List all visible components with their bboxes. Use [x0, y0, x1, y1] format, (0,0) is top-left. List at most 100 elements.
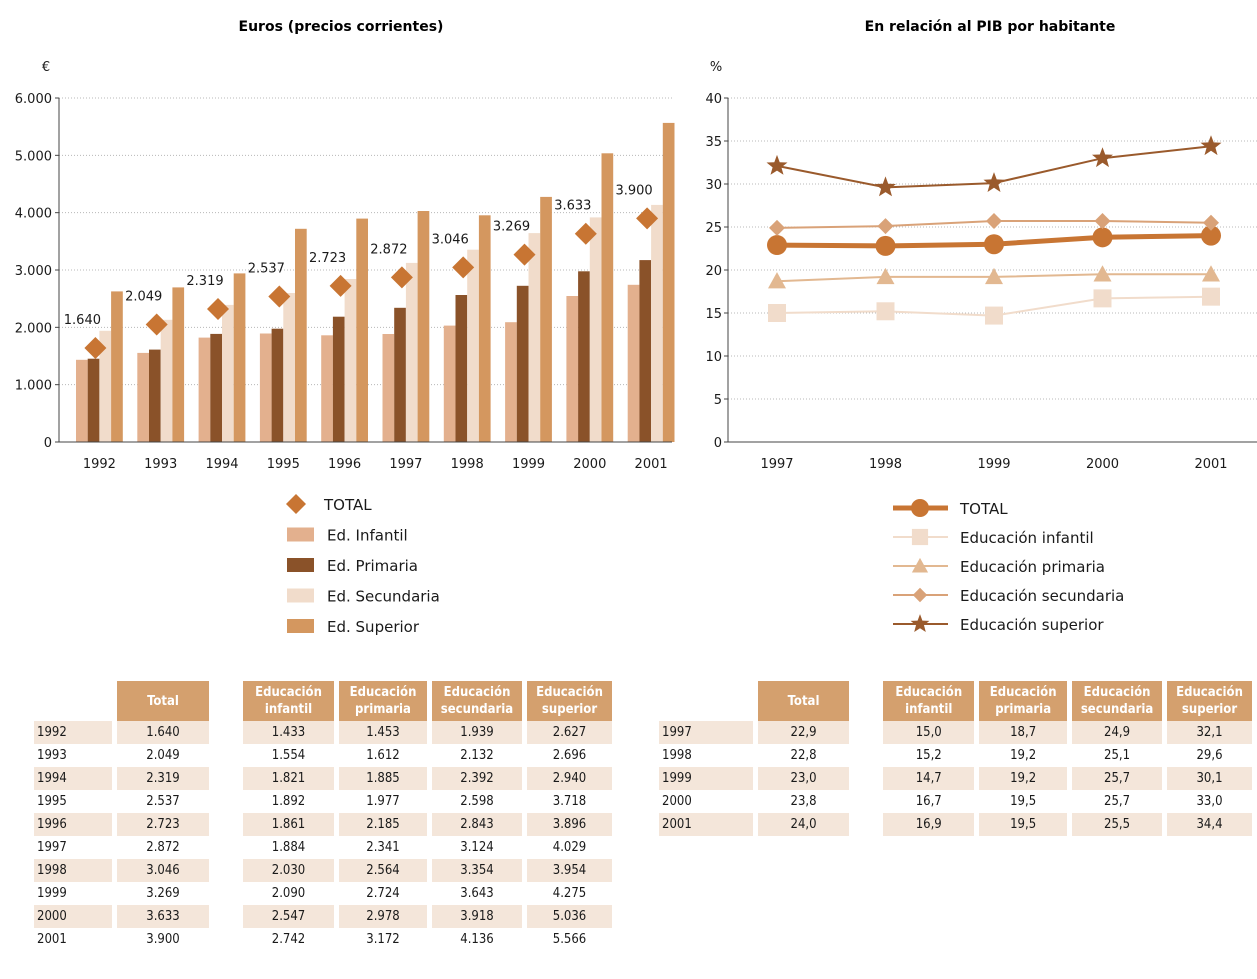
table-cell: 15,0 [883, 721, 975, 744]
table-cell: 2.319 [117, 767, 209, 790]
table-cell: 22,8 [790, 748, 817, 763]
chart1-y-tick-label: 1.000 [15, 379, 52, 394]
chart1-title: Euros (precios corrientes) [239, 19, 444, 35]
chart1-total-marker [145, 313, 168, 336]
table-cell: 19,2 [979, 767, 1068, 790]
table-cell: 16,7 [915, 794, 942, 809]
chart2-point-educacion-superior [983, 172, 1005, 192]
chart1-bar-ed-secundaria [344, 279, 357, 442]
table-cell: 4.275 [552, 886, 587, 901]
table-cell: 25,7 [1072, 767, 1163, 790]
chart1-bar-ed-secundaria [651, 204, 663, 442]
charts-canvas: Euros (precios corrientes) €0 1.000 2.000 3.… [15, 19, 1257, 636]
chart1-total-marker [207, 298, 229, 321]
chart2-point-educacion-secundaria [877, 218, 894, 235]
table-cell: 1.433 [243, 721, 334, 744]
chart2-x-tick-label: 2000 [1086, 457, 1119, 472]
table-cell: 23,8 [790, 794, 817, 809]
legend1-label: Ed. Primaria [327, 557, 418, 575]
table-cell: 2.392 [432, 767, 522, 790]
chart2-y-tick-label: 25 [705, 221, 722, 236]
chart1-bar-ed-superior [295, 228, 307, 442]
table-row: 2000 3.633 2.547 2.978 3.918 5.036 [34, 905, 612, 928]
chart1-total-label: 3.633 [554, 199, 591, 214]
chart1-total-marker [268, 285, 291, 308]
chart1-bar-ed-superior [540, 196, 552, 442]
table-gap [854, 767, 879, 790]
table-cell: 2.537 [146, 794, 180, 809]
chart2-x-tick-label: 1998 [869, 457, 902, 472]
chart2-title: En relación al PIB por habitante [865, 19, 1116, 35]
chart2-y-tick-label: 30 [705, 178, 722, 193]
chart1-x-tick-label: 1999 [512, 457, 545, 472]
chart2-point-educacion-secundaria [986, 212, 1002, 229]
chart1-bar-ed-superior [111, 291, 123, 442]
chart1-total-marker [390, 266, 413, 289]
table-cell: 2.696 [552, 748, 587, 763]
chart1-bar-ed-superior [478, 215, 491, 442]
table-cell: 5.566 [552, 932, 587, 947]
chart1-total-label: 2.049 [125, 290, 162, 305]
chart1-bar-ed-superior [662, 122, 675, 443]
table-row: 1999 3.269 2.090 2.724 3.643 4.275 [34, 882, 612, 905]
table-cell: 1998 [34, 859, 112, 882]
chart1-y-tick-label: 6.000 [15, 92, 52, 107]
chart1-x-tick-label: 1994 [205, 457, 238, 472]
chart1-bar-ed-superior [356, 218, 368, 442]
table-row: 1994 2.319 1.821 1.885 2.392 2.940 [34, 767, 612, 790]
table-cell: 1.939 [432, 721, 522, 744]
table-cell: 2.940 [527, 767, 612, 790]
legend2-label: TOTAL [959, 500, 1008, 518]
chart2-y-unit: % [710, 60, 722, 75]
chart1-bar-ed-primaria [332, 316, 345, 442]
table-header-total: Total [117, 681, 209, 721]
table-cell: 1.612 [366, 748, 400, 763]
table-row: 1993 2.049 1.554 1.612 2.132 2.696 [34, 744, 612, 767]
table-header: Educación superior [527, 681, 612, 721]
table-row: 2001 24,0 16,9 19,5 25,5 34,4 [659, 813, 1252, 836]
table-cell: 24,9 [1072, 721, 1163, 744]
chart1-x-tick-label: 1996 [328, 457, 361, 472]
table-cell: 2000 [34, 905, 112, 928]
chart2-point-educacion-infantil [1093, 289, 1112, 308]
chart1-bar-ed-primaria [639, 260, 652, 442]
table-header-total: Total [757, 681, 850, 721]
table-cell: 4.029 [552, 840, 587, 855]
chart1-bar-ed-primaria [578, 271, 590, 442]
table-row: 1996 2.723 1.861 2.185 2.843 3.896 [34, 813, 612, 836]
table-cell: 4.136 [460, 932, 494, 947]
chart2-point-educacion-primaria [1202, 265, 1220, 282]
table-header: Educación secundaria [432, 681, 522, 721]
chart1-bar-ed-infantil [382, 334, 395, 442]
chart1-total-marker [513, 243, 536, 266]
table-gap [214, 767, 238, 790]
table-header-blank [34, 681, 112, 721]
table-cell: 2.185 [339, 813, 427, 836]
chart1-bar-ed-primaria [210, 333, 222, 442]
table-cell: 3.046 [117, 859, 209, 882]
chart2-point-educacion-infantil [876, 302, 895, 321]
chart1-bar-ed-infantil [627, 284, 640, 442]
chart1-bar-ed-primaria [271, 328, 284, 442]
chart2-point-educacion-primaria [1093, 265, 1112, 282]
chart2-point-educacion-primaria [985, 267, 1003, 285]
chart1-total-marker [84, 336, 107, 359]
table-cell: 18,7 [979, 721, 1068, 744]
table-header: Educación superior [1167, 681, 1252, 721]
table-cell: 1996 [34, 813, 112, 836]
chart1-total-marker [452, 256, 475, 279]
table-cell: 3.643 [460, 886, 494, 901]
table-cell: 1.640 [117, 721, 209, 744]
chart1-bar-ed-infantil [505, 322, 517, 442]
chart2-point-educacion-infantil [985, 306, 1003, 325]
chart1-total-label: 2.537 [248, 262, 285, 277]
table-row: 1992 1.640 1.433 1.453 1.939 2.627 [34, 721, 612, 744]
table-gap [214, 928, 238, 951]
table-cell: 23,0 [757, 767, 850, 790]
table-cell: 32,1 [1167, 721, 1252, 744]
table-gap [854, 813, 879, 836]
chart1-bar-ed-secundaria [528, 233, 541, 442]
table-cell: 19,5 [1010, 794, 1037, 809]
legend1-swatch [287, 588, 314, 603]
chart1-bar-ed-primaria [394, 307, 406, 442]
